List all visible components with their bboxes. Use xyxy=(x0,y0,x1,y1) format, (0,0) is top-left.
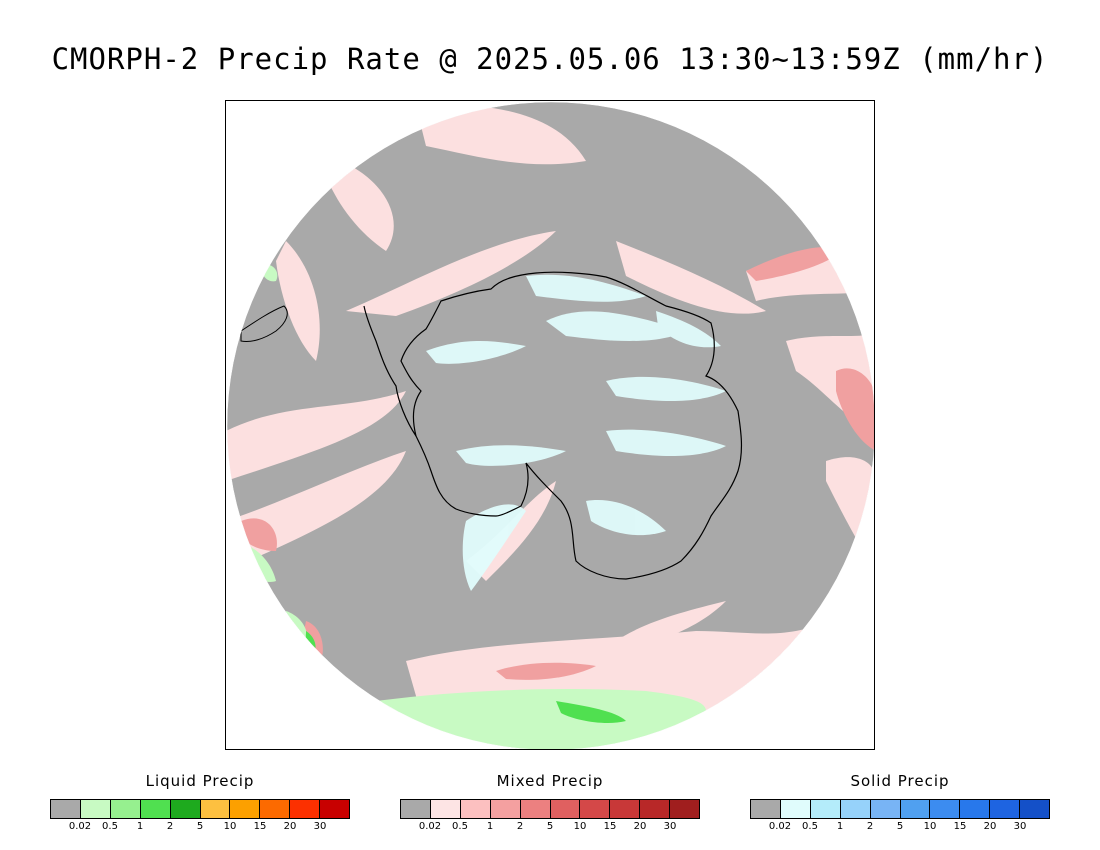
tick-label: 0.02 xyxy=(768,821,792,832)
legend-title: Solid Precip xyxy=(850,772,950,790)
legend-swatch-8 xyxy=(990,800,1021,818)
antarctica-coastline xyxy=(400,271,743,580)
legend-swatch-8 xyxy=(640,800,671,818)
legend-swatch-6 xyxy=(230,800,261,818)
legend-swatch-7 xyxy=(960,800,991,818)
legend-swatch-0 xyxy=(751,800,781,818)
south-america-tip xyxy=(240,305,288,342)
tick-label: 0.5 xyxy=(802,821,818,832)
tick-label: 1 xyxy=(836,821,844,832)
legend-solid: Solid Precip 0.02 0.5 1 2 5 10 15 20 30 xyxy=(750,772,1050,835)
legend-swatch-0 xyxy=(51,800,81,818)
tick-label: 5 xyxy=(546,821,554,832)
legend-swatch-5 xyxy=(550,800,581,818)
legend-swatch-4 xyxy=(170,800,201,818)
legend-swatch-4 xyxy=(870,800,901,818)
legend-swatch-1 xyxy=(80,800,111,818)
legend-swatch-3 xyxy=(140,800,171,818)
legend-swatch-9 xyxy=(320,800,350,818)
legend-swatch-1 xyxy=(780,800,811,818)
tick-label: 20 xyxy=(983,821,997,832)
legend-swatch-6 xyxy=(930,800,961,818)
legend-swatch-8 xyxy=(290,800,321,818)
precip-map xyxy=(225,100,875,750)
legend-mixed: Mixed Precip 0.02 0.5 1 2 5 10 15 20 30 xyxy=(400,772,700,835)
tick-label: 15 xyxy=(953,821,967,832)
legend-swatch-6 xyxy=(580,800,611,818)
tick-label: 15 xyxy=(253,821,267,832)
tick-label: 5 xyxy=(896,821,904,832)
legend-swatch-9 xyxy=(1020,800,1050,818)
legend-swatch-3 xyxy=(840,800,871,818)
map-title: CMORPH-2 Precip Rate @ 2025.05.06 13:30~… xyxy=(51,42,1049,76)
color-bar xyxy=(400,799,700,819)
legend-swatch-2 xyxy=(460,800,491,818)
tick-label: 2 xyxy=(866,821,874,832)
antarctic-peninsula xyxy=(363,305,417,437)
legend-swatch-7 xyxy=(260,800,291,818)
legend-title: Mixed Precip xyxy=(496,772,604,790)
tick-label: 20 xyxy=(633,821,647,832)
tick-labels: 0.02 0.5 1 2 5 10 15 20 30 xyxy=(750,821,1050,835)
tick-label: 30 xyxy=(1013,821,1027,832)
mixed-precip-regions xyxy=(227,104,874,734)
tick-labels: 0.02 0.5 1 2 5 10 15 20 30 xyxy=(400,821,700,835)
tick-label: 0.5 xyxy=(452,821,468,832)
legend-swatch-1 xyxy=(430,800,461,818)
legend-swatch-9 xyxy=(670,800,700,818)
tick-label: 2 xyxy=(516,821,524,832)
tick-label: 10 xyxy=(573,821,587,832)
legend-swatch-5 xyxy=(200,800,231,818)
legend-swatch-3 xyxy=(490,800,521,818)
tick-label: 20 xyxy=(283,821,297,832)
legend-swatch-2 xyxy=(810,800,841,818)
color-bar xyxy=(750,799,1050,819)
tick-label: 1 xyxy=(486,821,494,832)
tick-label: 10 xyxy=(923,821,937,832)
tick-label: 1 xyxy=(136,821,144,832)
legend-swatch-7 xyxy=(610,800,641,818)
legend-swatch-0 xyxy=(401,800,431,818)
tick-label: 15 xyxy=(603,821,617,832)
tick-label: 0.02 xyxy=(418,821,442,832)
legend-swatch-4 xyxy=(520,800,551,818)
disk-edge xyxy=(226,101,874,749)
polar-map-svg xyxy=(226,101,874,749)
legend-title: Liquid Precip xyxy=(145,772,255,790)
tick-label: 10 xyxy=(223,821,237,832)
tick-label: 0.02 xyxy=(68,821,92,832)
tick-labels: 0.02 0.5 1 2 5 10 15 20 30 xyxy=(50,821,350,835)
tick-label: 5 xyxy=(196,821,204,832)
tick-label: 0.5 xyxy=(102,821,118,832)
tick-label: 30 xyxy=(313,821,327,832)
legend-liquid: Liquid Precip 0.02 0.5 1 2 5 10 15 20 30 xyxy=(50,772,350,835)
legend-swatch-2 xyxy=(110,800,141,818)
solid-precip-regions xyxy=(426,274,726,591)
tick-label: 2 xyxy=(166,821,174,832)
tick-label: 30 xyxy=(663,821,677,832)
legend-swatch-5 xyxy=(900,800,931,818)
color-bar xyxy=(50,799,350,819)
